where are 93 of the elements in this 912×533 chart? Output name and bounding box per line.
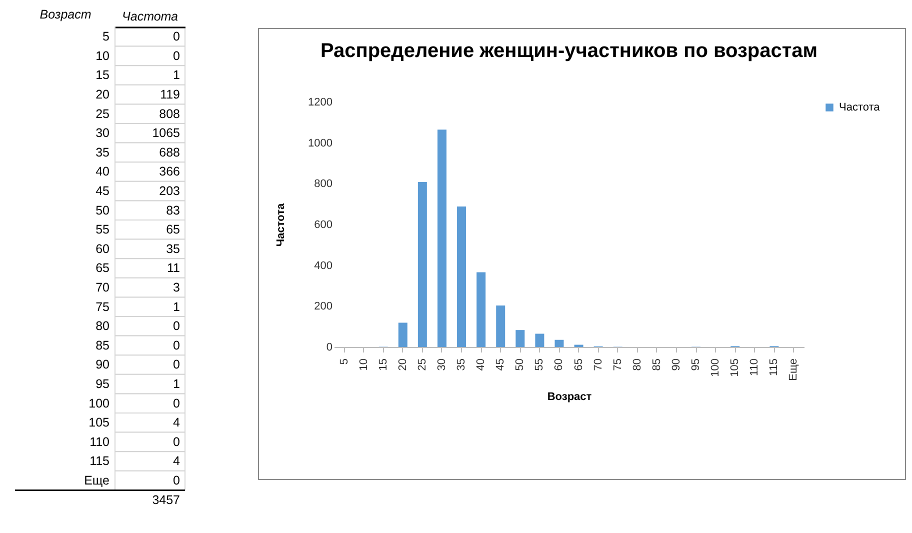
x-tick-label: 65 [572,358,585,371]
y-tick-label: 800 [314,178,332,190]
data-label: 0 [173,358,180,372]
data-label: 1 [173,377,180,392]
y-tick-label: 110 [90,434,110,449]
bar [535,334,544,347]
x-axis-title: Возраст [547,390,592,403]
legend-label: Частота [839,102,881,114]
y-tick-label: 75 [96,300,110,314]
data-label: 35 [166,242,180,256]
annotation: 3457 [152,493,180,508]
y-axis-title: Частота [275,202,288,247]
x-tick-label: 25 [416,358,428,371]
data-label: 0 [173,474,180,488]
data-label: 1065 [152,126,180,140]
y-tick-label: 35 [96,145,110,160]
data-label: 1 [173,300,180,314]
x-tick-label: 35 [456,358,468,371]
data-label: 0 [173,338,180,352]
bar [437,130,446,347]
y-tick-label: 400 [314,260,332,272]
x-tick-label: 110 [748,358,761,376]
data-label: 203 [159,184,180,198]
y-tick-label: 55 [96,222,110,237]
x-tick-label: 85 [650,358,663,371]
x-tick-label: 75 [612,358,624,371]
bar [496,306,506,347]
data-label: 83 [166,203,180,218]
y-tick-label: 0 [326,342,332,354]
x-tick-label: 5 [338,358,350,365]
y-tick-label: 1000 [308,137,332,150]
bar [554,340,564,347]
y-tick-label: 115 [90,454,110,468]
data-label: 4 [173,416,180,430]
x-tick-label: 100 [710,358,722,377]
data-label: 0 [173,48,180,63]
y-tick-label: 30 [96,126,110,140]
x-tick-label: 70 [592,358,604,371]
data-label: 4 [173,454,180,468]
y-tick-label: 200 [314,300,332,313]
x-tick-label: 50 [514,358,526,371]
data-label: 119 [160,88,180,102]
x-tick-label: 115 [768,358,780,376]
y-tick-label: 45 [96,184,110,198]
chart-title: Распределение женщин-участников по возрастам [320,40,818,62]
y-tick-label: 100 [88,396,110,410]
data-label: 0 [173,396,180,410]
bar [476,272,486,347]
y-tick-label: 25 [96,106,110,121]
x-tick-label: 55 [534,358,546,371]
data-label: 11 [167,261,180,276]
y-tick-label: 600 [314,219,332,231]
data-label: 0 [173,434,180,449]
data-label: 366 [159,164,180,179]
y-tick-label: 5 [102,30,110,44]
data-label: 688 [159,145,180,160]
y-tick-label: 85 [96,338,110,352]
y-tick-label: 20 [96,88,110,102]
bar [457,206,466,347]
x-tick-label: 95 [690,358,702,371]
data-label: 808 [159,106,180,121]
x-tick-label: 10 [358,358,370,371]
y-tick-label: 10 [96,48,110,63]
y-tick-label: 1200 [308,96,332,108]
y-tick-label: 80 [96,319,110,334]
y-tick-label: 40 [96,164,110,179]
y-tick-label: 15 [96,68,110,82]
x-tick-label: 105 [729,358,742,377]
data-label: 65 [166,222,180,237]
x-tick-label: Еще [788,358,800,381]
data-label: 0 [173,319,180,334]
bar [418,182,427,347]
y-tick-label: 60 [96,242,110,256]
y-tick-label: 95 [96,377,110,392]
y-tick-label: 105 [88,416,110,430]
y-tick-label: Еще [84,474,110,488]
x-tick-label: 30 [436,358,448,371]
x-tick-label: 90 [670,358,682,371]
x-tick-label: 80 [631,358,644,371]
y-tick-label: 65 [96,261,110,276]
y-tick-label: 70 [96,280,110,295]
bar [516,330,525,347]
data-label: 1 [173,68,180,82]
x-tick-label: 20 [396,358,409,371]
data-label: 3 [173,280,180,295]
data-label: 0 [173,30,180,44]
bar [398,322,408,347]
y-tick-label: 50 [96,203,110,218]
x-tick-label: 15 [377,358,390,371]
x-tick-label: 45 [494,358,507,371]
x-tick-label: 40 [475,358,488,371]
x-tick-label: 60 [553,358,566,371]
y-axis-title: Возраст [40,8,92,22]
